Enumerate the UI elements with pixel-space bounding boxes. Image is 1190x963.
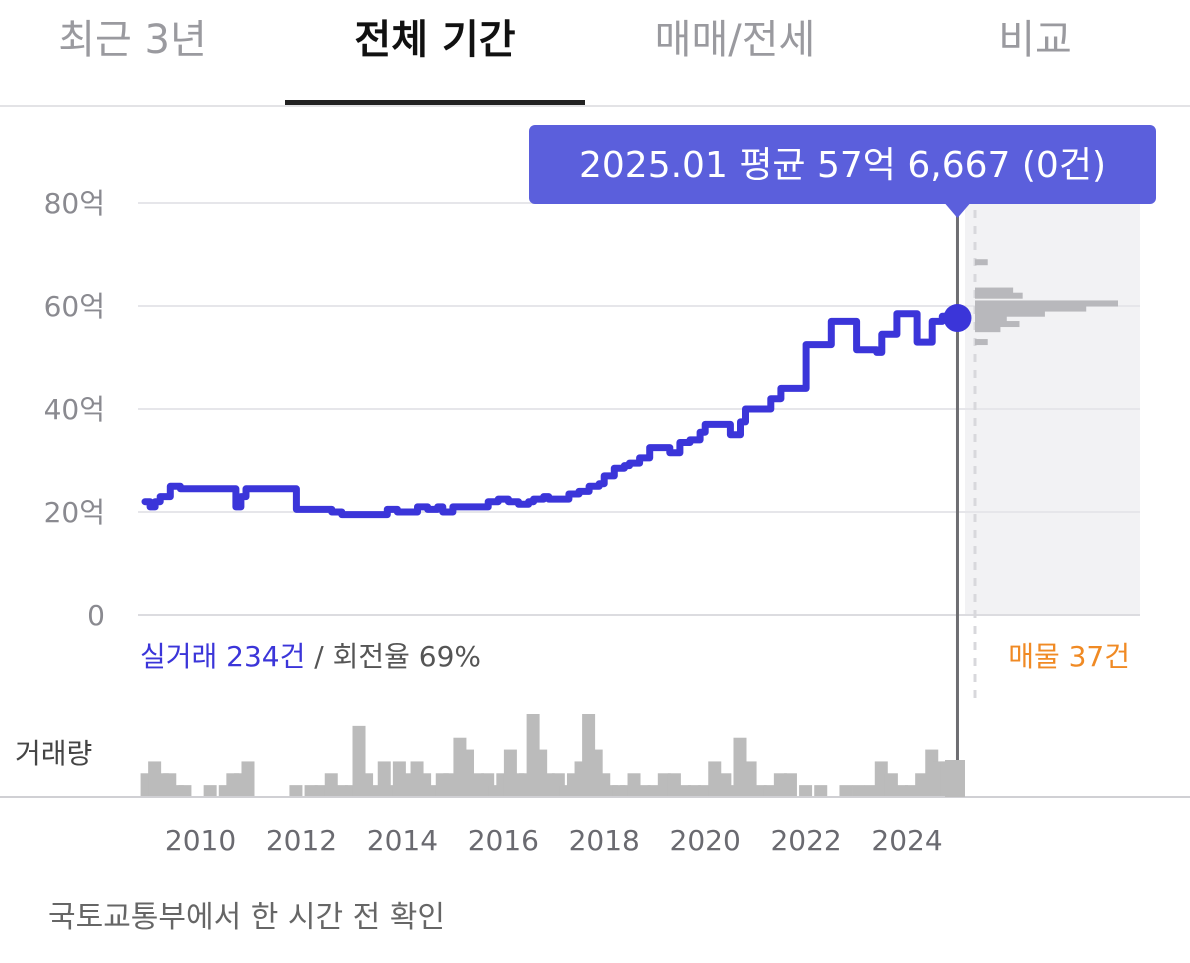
tooltip-text: 2025.01 평균 57억 6,667 (0건) bbox=[579, 145, 1106, 186]
volume-bar bbox=[360, 773, 374, 797]
volume-bar bbox=[203, 785, 217, 797]
tab-all-period[interactable]: 전체 기간 bbox=[354, 17, 516, 63]
volume-bar bbox=[314, 785, 328, 797]
volume-bar bbox=[915, 773, 929, 797]
volume-bar bbox=[324, 773, 338, 797]
volume-bar bbox=[619, 785, 633, 797]
volume-bar bbox=[733, 737, 747, 797]
period-tabs: 최근 3년 전체 기간 매매/전세 비교 bbox=[0, 0, 1190, 108]
volume-bar bbox=[839, 785, 853, 797]
tab-divider bbox=[0, 105, 1190, 107]
listing-histogram-bar bbox=[975, 259, 988, 266]
y-tick-label: 40억 bbox=[44, 393, 105, 426]
listing-histogram-bar bbox=[975, 326, 1001, 333]
listing-count: 매물 37건 bbox=[1008, 640, 1130, 673]
x-tick-label: 2016 bbox=[468, 824, 539, 857]
volume-bar bbox=[471, 773, 485, 797]
volume-bar bbox=[743, 761, 757, 797]
volume-bar bbox=[637, 785, 651, 797]
listing-histogram-bar bbox=[975, 305, 1087, 312]
listing-histogram-bar bbox=[975, 339, 988, 346]
volume-bar bbox=[783, 773, 797, 797]
tooltip-pointer bbox=[945, 204, 970, 218]
volume-bar bbox=[905, 785, 919, 797]
volume-bar bbox=[852, 785, 866, 797]
tooltip-box bbox=[529, 125, 1156, 204]
volume-bar bbox=[304, 785, 318, 797]
x-tick-label: 2014 bbox=[367, 824, 438, 857]
volume-bar bbox=[178, 785, 192, 797]
volume-bar bbox=[344, 785, 358, 797]
summary-separator: / bbox=[305, 640, 332, 673]
y-tick-label: 0 bbox=[87, 599, 105, 632]
listing-histogram-bar bbox=[975, 287, 1014, 294]
x-tick-label: 2010 bbox=[165, 824, 236, 857]
volume-bar bbox=[418, 773, 432, 797]
listing-histogram-bar bbox=[975, 300, 1118, 307]
x-tick-label: 2012 bbox=[266, 824, 337, 857]
trade-count: 실거래 234건 bbox=[140, 640, 305, 673]
x-tick-label: 2020 bbox=[670, 824, 741, 857]
active-tab-indicator bbox=[285, 100, 585, 106]
tab-sale-jeonse[interactable]: 매매/전세 bbox=[654, 17, 816, 63]
volume-bar bbox=[884, 773, 898, 797]
y-tick-label: 80억 bbox=[44, 187, 105, 220]
volume-bar bbox=[945, 760, 965, 797]
volume-bar bbox=[612, 785, 626, 797]
tab-recent-3-years[interactable]: 최근 3년 bbox=[58, 17, 207, 63]
volume-bar bbox=[874, 761, 888, 797]
volume-bar bbox=[677, 785, 691, 797]
volume-bar bbox=[428, 785, 442, 797]
volume-bar bbox=[753, 785, 767, 797]
listing-histogram-bar bbox=[975, 315, 1007, 322]
volume-bar bbox=[289, 785, 303, 797]
listing-histogram-bar bbox=[975, 292, 1023, 299]
listing-histogram-bar bbox=[975, 310, 1045, 317]
volume-bar bbox=[698, 785, 712, 797]
volume-bar bbox=[443, 773, 457, 797]
volume-bar bbox=[688, 785, 702, 797]
volume-bar bbox=[864, 785, 878, 797]
price-line bbox=[141, 310, 961, 519]
listing-histogram-bar bbox=[975, 321, 1020, 328]
volume-bar bbox=[170, 785, 184, 797]
x-tick-label: 2018 bbox=[569, 824, 640, 857]
volume-bar bbox=[370, 785, 384, 797]
volume-bar bbox=[218, 785, 232, 797]
trade-summary: 실거래 234건 / 회전율 69% bbox=[140, 640, 481, 673]
volume-bar bbox=[773, 773, 787, 797]
volume-bar bbox=[725, 785, 739, 797]
data-source-note: 국토교통부에서 한 시간 전 확인 bbox=[48, 900, 445, 935]
volume-bar bbox=[763, 785, 777, 797]
volume-bar bbox=[334, 785, 348, 797]
volume-bar bbox=[488, 785, 502, 797]
volume-label: 거래량 bbox=[15, 737, 92, 770]
turnover-rate: 회전율 69% bbox=[333, 640, 481, 673]
volume-bar bbox=[799, 785, 813, 797]
x-tick-label: 2024 bbox=[871, 824, 942, 857]
volume-bar bbox=[667, 773, 681, 797]
y-tick-label: 20억 bbox=[44, 496, 105, 529]
x-tick-label: 2022 bbox=[770, 824, 841, 857]
volume-bar bbox=[708, 761, 722, 797]
tab-compare[interactable]: 비교 bbox=[998, 17, 1072, 63]
volume-bar bbox=[541, 773, 555, 797]
volume-bar bbox=[385, 785, 399, 797]
volume-bar bbox=[647, 785, 661, 797]
volume-bar bbox=[657, 773, 671, 797]
volume-bar bbox=[604, 785, 618, 797]
volume-bar bbox=[241, 761, 255, 797]
volume-bar bbox=[814, 785, 828, 797]
volume-bar bbox=[400, 773, 414, 797]
y-tick-label: 60억 bbox=[44, 290, 105, 323]
highlight-point bbox=[943, 304, 972, 333]
volume-bar bbox=[894, 785, 908, 797]
volume-bar bbox=[559, 785, 573, 797]
volume-bar bbox=[461, 749, 474, 797]
volume-bar bbox=[627, 773, 641, 797]
